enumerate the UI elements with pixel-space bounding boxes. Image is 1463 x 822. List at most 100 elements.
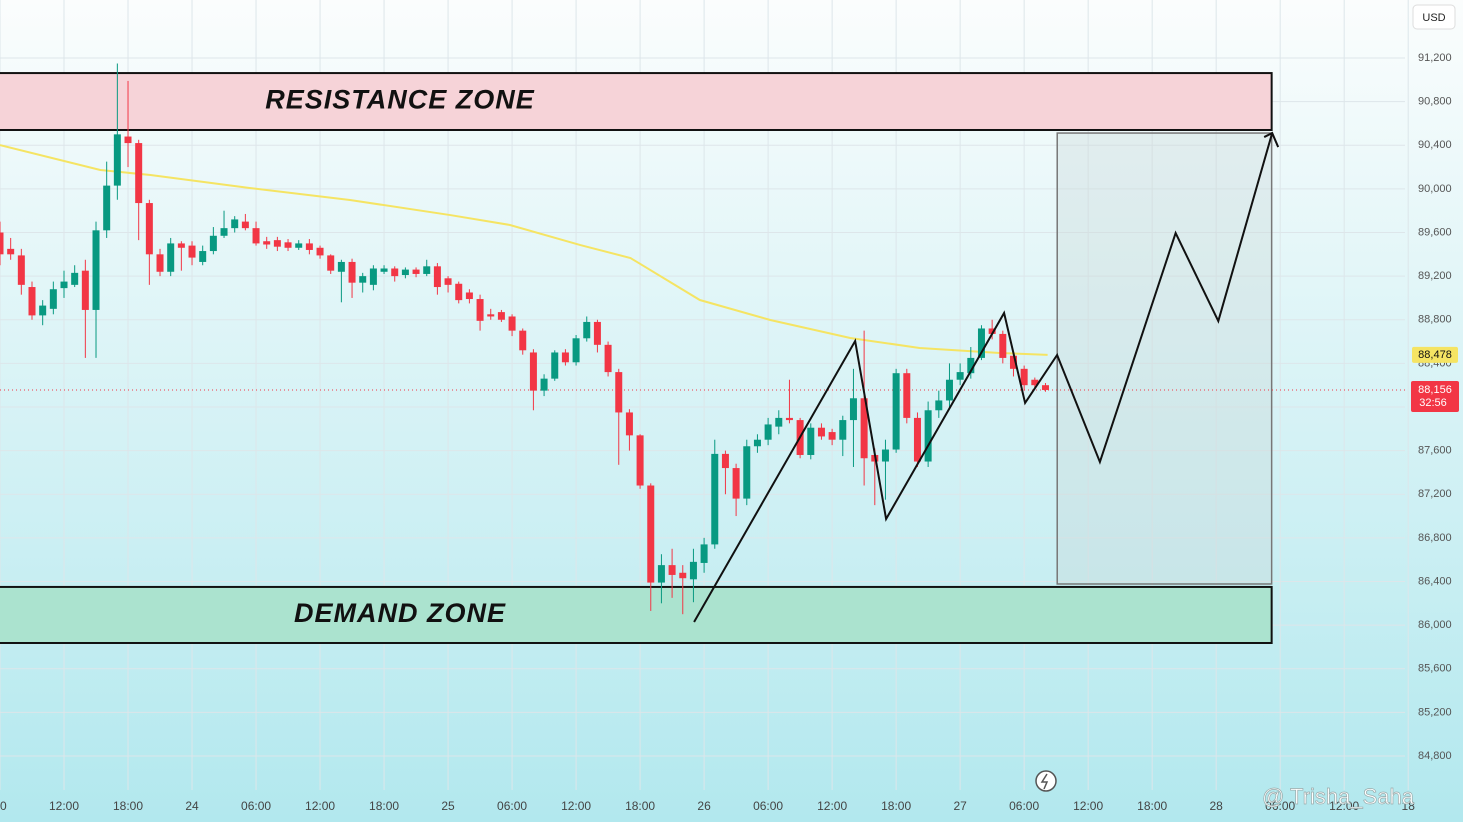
candle-body (433, 266, 441, 288)
x-tick-label: 28 (1209, 799, 1223, 813)
candle-body (753, 439, 761, 447)
candle-body (519, 330, 527, 351)
arrow-head (1263, 131, 1280, 148)
currency-button[interactable] (1412, 4, 1456, 30)
x-tick-label: 26 (697, 799, 711, 813)
x-tick-label: 12:00 (561, 799, 591, 813)
candle-body (199, 251, 207, 262)
candle-body (380, 268, 388, 272)
y-tick-label: 88,800 (1418, 314, 1452, 326)
candle-body (1041, 385, 1049, 390)
candle-body (764, 424, 772, 440)
candle-body (849, 398, 857, 421)
y-tick-label: 89,600 (1418, 226, 1452, 238)
candle-body (572, 338, 580, 363)
last-price-box (1411, 380, 1459, 412)
candle-body (412, 269, 420, 274)
candle-body (327, 255, 335, 271)
zones: RESISTANCE ZONE DEMAND ZONE (0, 72, 1273, 644)
replay-icon-bolt (1040, 773, 1049, 790)
candle-body (977, 328, 985, 358)
x-tick-label: 25 (441, 799, 455, 813)
candle-body (615, 372, 623, 413)
y-tick-label: 87,600 (1418, 445, 1452, 457)
x-tick-label: 18:00 (369, 799, 399, 813)
candle-body (348, 261, 356, 283)
marks (0, 63, 1405, 623)
candle-body (305, 243, 313, 250)
candle-body (732, 468, 740, 499)
axes: 91,200 90,800 90,400 90,000 89,600 89,200 88,8… (0, 52, 1452, 813)
grid (0, 0, 1409, 790)
zone (0, 585, 1273, 644)
candle-body (1009, 355, 1017, 369)
projection-path (693, 132, 1274, 623)
candle-body (935, 400, 943, 411)
candle-body (241, 221, 249, 229)
candle-body (7, 248, 15, 255)
candle-body (913, 417, 921, 462)
candle-body (81, 270, 89, 310)
replay-icon[interactable] (1035, 770, 1057, 792)
candle-body (252, 228, 260, 244)
candle-body (860, 398, 868, 459)
ma-price-label: 88,478 (1418, 349, 1452, 361)
y-tick-label: 86,000 (1418, 619, 1452, 631)
candle-body (17, 255, 25, 285)
candle-body (167, 243, 175, 272)
candle-body (700, 544, 708, 563)
candle-body (881, 449, 889, 462)
y-tick-label: 90,000 (1418, 183, 1452, 195)
candle-body (743, 446, 751, 499)
candle-body (177, 243, 185, 248)
x-tick-label: 12:00 (49, 799, 79, 813)
y-tick-label: 90,800 (1418, 96, 1452, 108)
countdown: 32:56 (1419, 397, 1447, 409)
candle-body (497, 312, 505, 320)
x-tick-label: 12:00 (1073, 799, 1103, 813)
watermark: @ Trisha_Saha (1262, 784, 1415, 809)
candle-body (561, 352, 569, 363)
x-tick-label: 18:00 (113, 799, 143, 813)
candle-body (156, 254, 164, 272)
y-tick-label: 86,800 (1418, 532, 1452, 544)
candle-body (924, 410, 932, 462)
candle-body (124, 136, 132, 144)
candle-body (60, 281, 68, 289)
x-tick-label: 18 (1402, 799, 1416, 813)
x-tick-label: 06:00 (1009, 799, 1039, 813)
candle-body (113, 134, 121, 186)
candle-body (316, 247, 324, 256)
candle-body (679, 572, 687, 579)
candle-body (0, 232, 4, 255)
candle-body (807, 427, 815, 455)
candle-body (721, 453, 729, 469)
x-tick-label: 24 (185, 799, 199, 813)
candle-body (839, 420, 847, 440)
candle-body (92, 230, 100, 310)
zone-label: DEMAND ZONE (294, 598, 506, 628)
x-tick-label: 18:00 (625, 799, 655, 813)
candle-body (145, 203, 153, 255)
candle-body (391, 268, 399, 277)
candle-body (103, 185, 111, 231)
candle-body (551, 352, 559, 379)
candle-body (39, 305, 47, 316)
y-tick-label: 84,800 (1418, 750, 1452, 762)
x-tick-label: 27 (953, 799, 967, 813)
candle-body (465, 292, 473, 300)
candle-body (337, 261, 345, 272)
x-tick-label: 06:00 (753, 799, 783, 813)
candle-body (775, 417, 783, 427)
candle-body (988, 328, 996, 334)
y-tick-label: 90,400 (1418, 139, 1452, 151)
candle-body (604, 344, 612, 373)
x-tick-label: 12:00 (1329, 799, 1359, 813)
zone (0, 72, 1273, 131)
candle-body (647, 485, 655, 583)
candle-body (785, 417, 793, 421)
y-tick-label: 87,200 (1418, 488, 1452, 500)
candle-body (625, 412, 633, 436)
candle-body (583, 321, 591, 339)
